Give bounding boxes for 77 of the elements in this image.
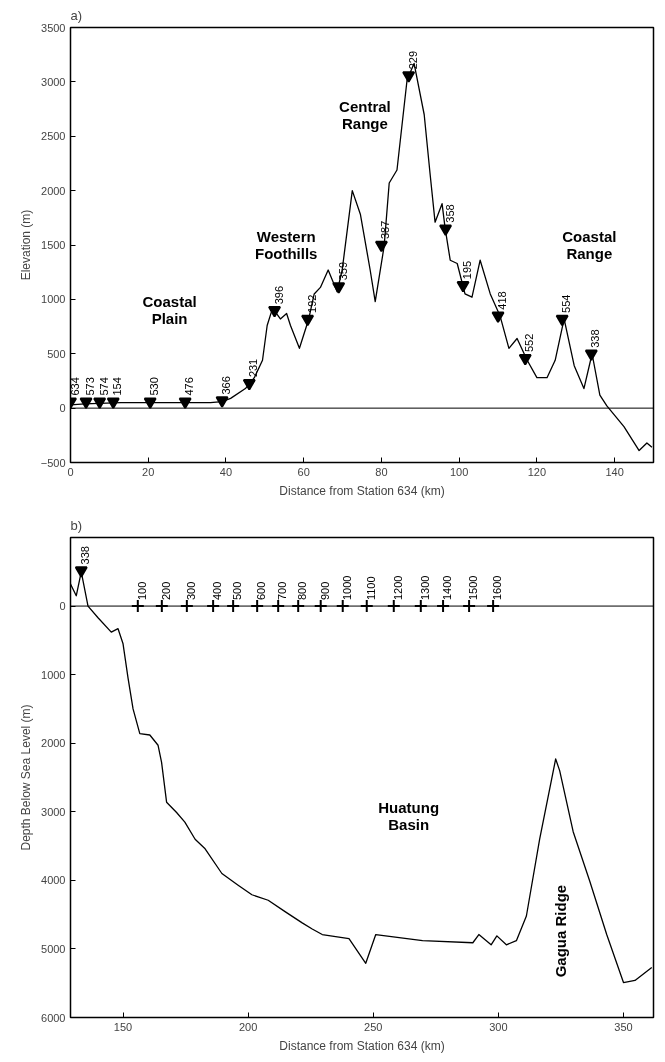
x-tick-label: 60	[297, 465, 310, 478]
annotation: 634	[68, 377, 81, 396]
annotation: 1300	[418, 575, 431, 601]
x-axis-title: Distance from Station 634 (km)	[279, 483, 445, 498]
annotation: 900	[318, 581, 331, 601]
annotation: 400	[211, 581, 224, 601]
y-tick-label: 3500	[41, 21, 66, 34]
x-tick-label: 0	[67, 465, 74, 478]
annotation: 552	[523, 333, 536, 353]
annotation: 700	[276, 581, 289, 601]
annotation: 800	[296, 581, 309, 601]
y-tick-label: 1000	[41, 293, 66, 306]
annotation: 1600	[491, 575, 504, 601]
annotation: Western Foothills	[254, 228, 318, 262]
y-tick-label: 0	[59, 402, 66, 415]
y-axis-title: Depth Below Sea Level (m)	[19, 704, 34, 851]
annotation: 338	[79, 546, 92, 565]
annotation: 192	[305, 294, 318, 313]
x-tick-label: 300	[489, 1020, 508, 1033]
y-tick-label: 3000	[41, 75, 66, 88]
x-tick-label: 350	[614, 1020, 633, 1033]
annotation: 396	[272, 285, 285, 305]
x-tick-label: 200	[238, 1020, 258, 1033]
annotation: 229	[406, 50, 419, 70]
y-tick-label: 0	[59, 600, 66, 613]
annotation: Huatung Basin	[378, 798, 440, 833]
y-tick-label: 1000	[41, 668, 66, 681]
annotation: Coastal Range	[562, 228, 617, 262]
annotation: 1200	[391, 575, 404, 601]
annotation: 600	[255, 581, 268, 601]
annotation: 1000	[340, 575, 353, 601]
annotation: 500	[231, 581, 244, 601]
y-axis-title: Elevation (m)	[18, 209, 33, 281]
y-tick-label: 500	[47, 347, 66, 360]
chart-title: a)	[70, 7, 83, 23]
annotation: 574	[97, 377, 110, 396]
x-tick-label: 140	[605, 465, 624, 478]
y-tick-label: −500	[40, 456, 66, 469]
annotation: 195	[461, 260, 474, 280]
annotation: 100	[135, 581, 148, 601]
y-tick-label: 4000	[41, 874, 66, 887]
y-tick-label: 2000	[41, 737, 66, 750]
annotation: 573	[84, 377, 97, 396]
annotation: 338	[589, 329, 602, 348]
x-tick-label: 150	[113, 1020, 133, 1033]
x-tick-label: 250	[364, 1020, 383, 1033]
annotation: 1100	[364, 576, 377, 601]
annotation: 154	[111, 377, 124, 396]
x-tick-label: 80	[375, 465, 388, 478]
annotation: 359	[336, 261, 349, 281]
y-tick-label: 2500	[41, 130, 66, 143]
annotation: 200	[159, 581, 172, 601]
chart-title: b)	[70, 517, 83, 533]
annotation: 366	[220, 376, 233, 395]
annotation: 1400	[441, 575, 454, 601]
y-tick-label: 5000	[41, 942, 66, 955]
y-tick-label: 2000	[41, 184, 66, 197]
y-tick-label: 1500	[41, 239, 66, 251]
annotation: 530	[148, 377, 161, 396]
annotation: Coastal Plain	[142, 293, 197, 328]
annotation: 476	[183, 377, 196, 396]
y-tick-label: 3000	[41, 805, 66, 818]
annotation: Central Range	[339, 97, 391, 132]
x-tick-label: 100	[449, 465, 469, 478]
x-tick-label: 40	[219, 465, 233, 478]
x-tick-label: 20	[142, 465, 155, 478]
annotation: 358	[443, 204, 456, 223]
y-tick-label: 6000	[41, 1011, 66, 1024]
x-tick-label: 120	[527, 465, 547, 478]
annotation: 231	[247, 358, 260, 378]
x-axis-title: Distance from Station 634 (km)	[279, 1038, 445, 1053]
annotation: 300	[184, 581, 197, 601]
annotation: 554	[560, 294, 573, 313]
annotation: Gagua Ridge	[551, 884, 569, 978]
annotation: 387	[379, 220, 392, 239]
annotation: 418	[496, 291, 509, 310]
annotation: 1500	[467, 575, 480, 601]
